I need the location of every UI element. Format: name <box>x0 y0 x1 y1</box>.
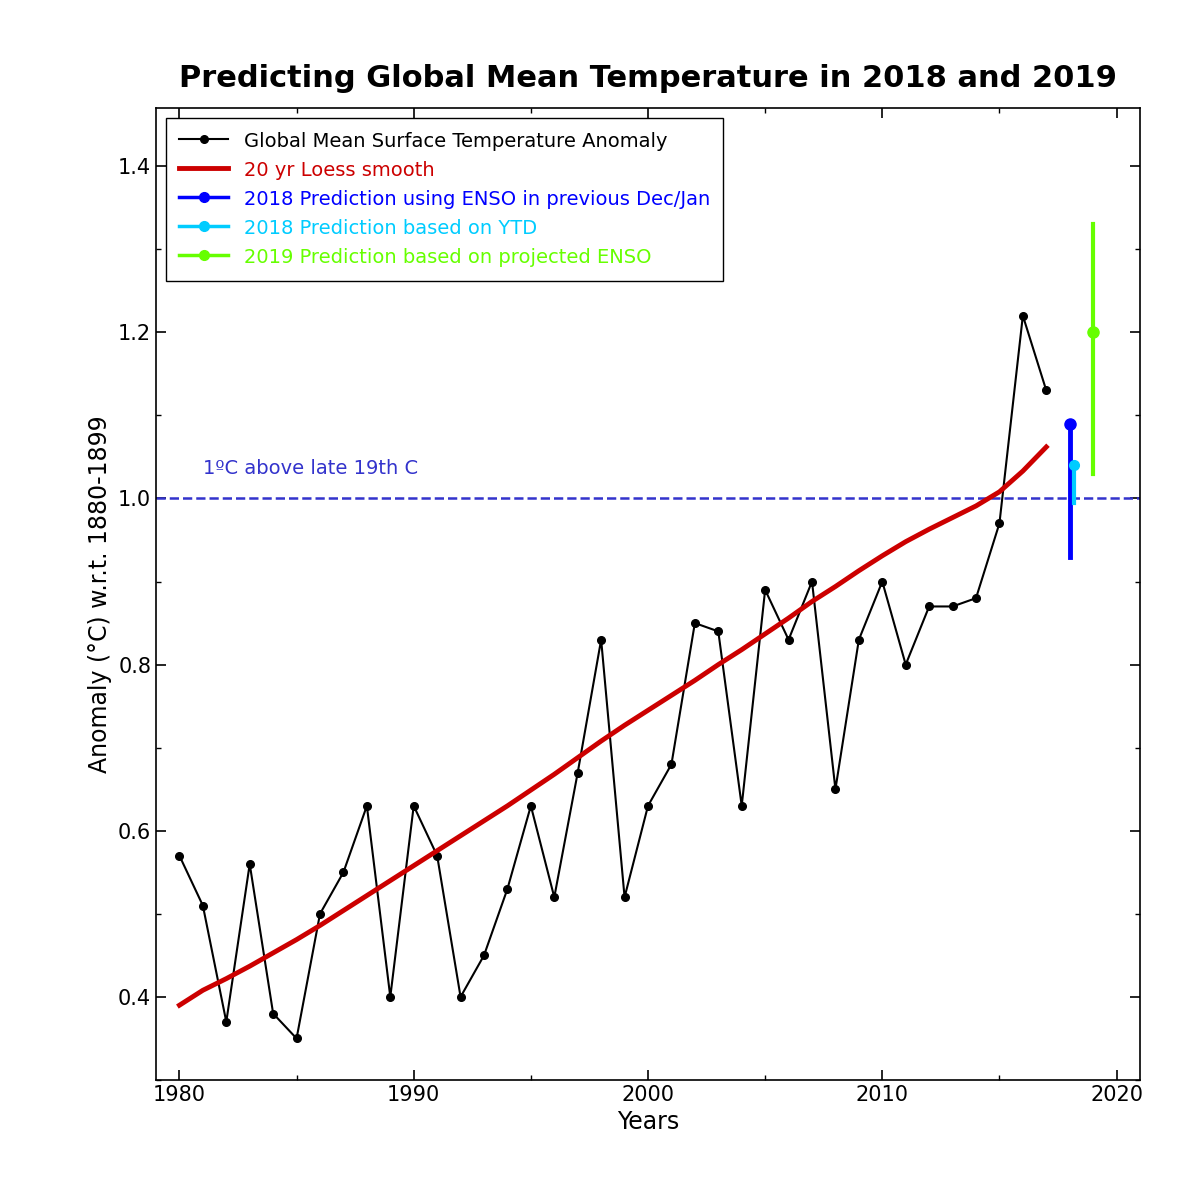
Global Mean Surface Temperature Anomaly <box>946 599 960 613</box>
20 yr Loess smooth <box>454 828 468 842</box>
20 yr Loess smooth <box>336 904 350 918</box>
Global Mean Surface Temperature Anomaly <box>968 590 983 605</box>
20 yr Loess smooth <box>594 734 608 749</box>
20 yr Loess smooth <box>852 564 866 578</box>
Global Mean Surface Temperature Anomaly <box>852 632 866 647</box>
20 yr Loess smooth <box>665 688 679 702</box>
Global Mean Surface Temperature Anomaly <box>266 1007 281 1021</box>
Global Mean Surface Temperature Anomaly <box>454 990 468 1004</box>
20 yr Loess smooth <box>500 799 515 814</box>
Global Mean Surface Temperature Anomaly <box>523 799 538 814</box>
Global Mean Surface Temperature Anomaly <box>547 890 562 905</box>
Global Mean Surface Temperature Anomaly <box>476 948 491 962</box>
Global Mean Surface Temperature Anomaly <box>875 575 889 589</box>
20 yr Loess smooth <box>173 998 187 1013</box>
Global Mean Surface Temperature Anomaly <box>781 632 796 647</box>
Global Mean Surface Temperature Anomaly <box>594 632 608 647</box>
Global Mean Surface Temperature Anomaly <box>196 899 210 913</box>
Y-axis label: Anomaly (°C) w.r.t. 1880-1899: Anomaly (°C) w.r.t. 1880-1899 <box>89 415 113 773</box>
Global Mean Surface Temperature Anomaly <box>242 857 257 871</box>
Global Mean Surface Temperature Anomaly <box>992 516 1007 530</box>
Global Mean Surface Temperature Anomaly <box>383 990 397 1004</box>
Global Mean Surface Temperature Anomaly <box>407 799 421 814</box>
20 yr Loess smooth <box>570 750 584 764</box>
20 yr Loess smooth <box>968 499 983 514</box>
Line: Global Mean Surface Temperature Anomaly: Global Mean Surface Temperature Anomaly <box>175 312 1050 1043</box>
Global Mean Surface Temperature Anomaly <box>712 624 726 638</box>
X-axis label: Years: Years <box>617 1110 679 1134</box>
Legend: Global Mean Surface Temperature Anomaly, 20 yr Loess smooth, 2018 Prediction usi: Global Mean Surface Temperature Anomaly,… <box>166 118 724 281</box>
20 yr Loess smooth <box>828 580 842 594</box>
20 yr Loess smooth <box>922 522 936 536</box>
20 yr Loess smooth <box>899 534 913 548</box>
Global Mean Surface Temperature Anomaly <box>828 782 842 797</box>
20 yr Loess smooth <box>196 983 210 997</box>
Global Mean Surface Temperature Anomaly <box>899 658 913 672</box>
Global Mean Surface Temperature Anomaly <box>336 865 350 880</box>
20 yr Loess smooth <box>805 594 820 608</box>
20 yr Loess smooth <box>712 658 726 672</box>
Global Mean Surface Temperature Anomaly <box>289 1031 304 1045</box>
20 yr Loess smooth <box>289 932 304 947</box>
20 yr Loess smooth <box>220 972 234 986</box>
20 yr Loess smooth <box>1015 464 1030 479</box>
Global Mean Surface Temperature Anomaly <box>1039 383 1054 397</box>
Global Mean Surface Temperature Anomaly <box>922 599 936 613</box>
Global Mean Surface Temperature Anomaly <box>758 583 773 598</box>
Text: 1ºC above late 19th C: 1ºC above late 19th C <box>203 458 418 478</box>
Global Mean Surface Temperature Anomaly <box>500 882 515 896</box>
20 yr Loess smooth <box>476 814 491 828</box>
Global Mean Surface Temperature Anomaly <box>430 848 444 863</box>
20 yr Loess smooth <box>946 510 960 524</box>
20 yr Loess smooth <box>523 782 538 797</box>
20 yr Loess smooth <box>1039 439 1054 454</box>
Global Mean Surface Temperature Anomaly <box>220 1015 234 1030</box>
Global Mean Surface Temperature Anomaly <box>570 766 584 780</box>
20 yr Loess smooth <box>992 485 1007 499</box>
Global Mean Surface Temperature Anomaly <box>173 848 187 863</box>
20 yr Loess smooth <box>383 874 397 888</box>
Global Mean Surface Temperature Anomaly <box>805 575 820 589</box>
20 yr Loess smooth <box>313 918 328 932</box>
20 yr Loess smooth <box>407 858 421 872</box>
20 yr Loess smooth <box>734 642 749 656</box>
Global Mean Surface Temperature Anomaly <box>1015 308 1030 323</box>
Global Mean Surface Temperature Anomaly <box>688 616 702 630</box>
Global Mean Surface Temperature Anomaly <box>665 757 679 772</box>
20 yr Loess smooth <box>430 844 444 858</box>
20 yr Loess smooth <box>242 959 257 973</box>
20 yr Loess smooth <box>617 718 631 732</box>
20 yr Loess smooth <box>547 767 562 781</box>
Global Mean Surface Temperature Anomaly <box>360 799 374 814</box>
Global Mean Surface Temperature Anomaly <box>641 799 655 814</box>
Global Mean Surface Temperature Anomaly <box>617 890 631 905</box>
20 yr Loess smooth <box>758 626 773 641</box>
20 yr Loess smooth <box>688 673 702 688</box>
Global Mean Surface Temperature Anomaly <box>734 799 749 814</box>
Title: Predicting Global Mean Temperature in 2018 and 2019: Predicting Global Mean Temperature in 20… <box>179 64 1117 94</box>
20 yr Loess smooth <box>875 548 889 563</box>
Line: 20 yr Loess smooth: 20 yr Loess smooth <box>180 446 1046 1006</box>
20 yr Loess smooth <box>360 888 374 902</box>
20 yr Loess smooth <box>266 946 281 960</box>
Global Mean Surface Temperature Anomaly <box>313 907 328 922</box>
20 yr Loess smooth <box>781 611 796 625</box>
20 yr Loess smooth <box>641 703 655 718</box>
